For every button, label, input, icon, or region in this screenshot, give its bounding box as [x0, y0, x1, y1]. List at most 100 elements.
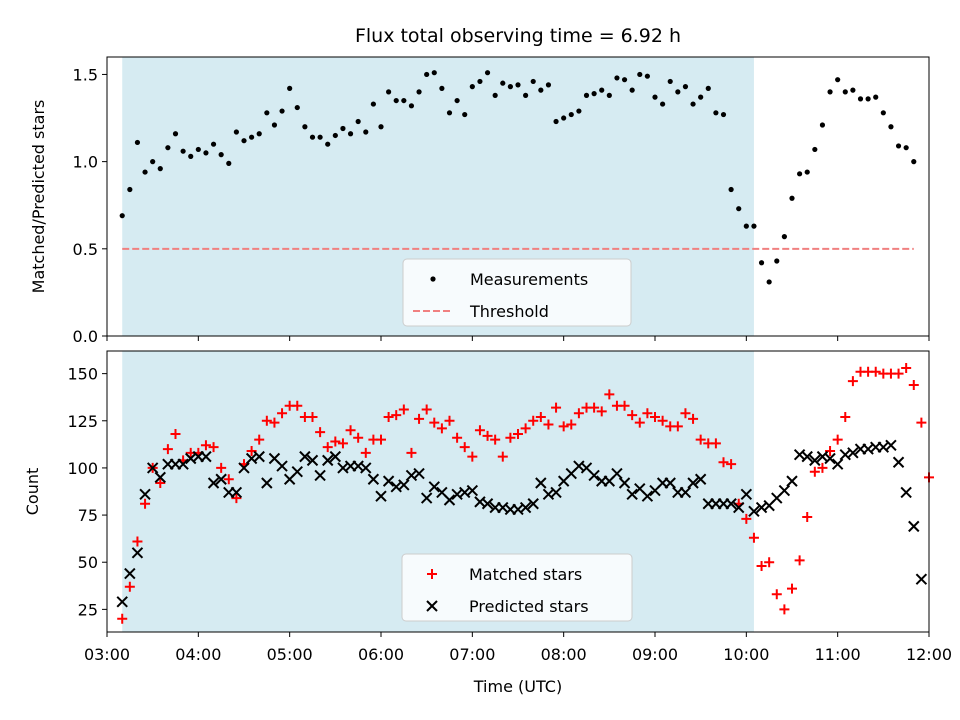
measurement-point — [462, 111, 468, 118]
matched-star-point — [513, 428, 523, 439]
y-tick-label: 0.5 — [73, 240, 98, 259]
matched-star-point — [277, 408, 288, 419]
predicted-star-point — [367, 473, 380, 485]
measurement-point — [332, 132, 338, 139]
legend-label: Measurements — [470, 270, 588, 289]
measurement-point — [309, 134, 316, 140]
measurement-point — [492, 92, 498, 98]
y-tick-label: 150 — [67, 365, 98, 384]
measurement-point — [561, 115, 567, 121]
predicted-star-point — [253, 450, 265, 463]
series-measurements — [119, 70, 917, 285]
series-predicted-stars — [116, 439, 928, 608]
matched-star-point — [596, 406, 607, 417]
matched-star-point — [847, 376, 858, 387]
matched-star-point — [832, 434, 843, 445]
predicted-star-point — [885, 439, 897, 452]
measurement-point — [903, 145, 909, 151]
matched-star-point — [398, 404, 409, 415]
predicted-star-point — [641, 490, 654, 502]
matched-star-point — [619, 400, 630, 411]
legend-box — [401, 553, 633, 622]
measurement-point — [568, 111, 574, 118]
matched-star-point — [208, 442, 219, 453]
measurement-point — [401, 97, 407, 104]
predicted-star-point — [786, 475, 798, 487]
matched-star-point — [170, 428, 181, 439]
measurement-point — [751, 223, 757, 229]
matched-star-point — [893, 368, 904, 379]
bottom-panel: 25 50 75 100 125 150 03:00 04:00 05:00 06:00 07:00… — [23, 350, 952, 696]
measurement-point — [781, 234, 787, 240]
predicted-star-point — [177, 458, 189, 470]
predicted-star-point — [618, 477, 631, 489]
measurement-point — [226, 160, 232, 166]
measurement-point — [370, 101, 376, 107]
measurement-point — [599, 87, 605, 93]
measurement-point — [210, 141, 217, 147]
matched-star-point — [817, 462, 828, 473]
measurement-point — [477, 78, 483, 85]
predicted-star-point — [801, 450, 813, 463]
legend-marker-plus — [427, 569, 437, 579]
matched-star-point — [429, 417, 440, 428]
y-tick-label: 75 — [78, 506, 98, 525]
measurement-point — [576, 108, 582, 114]
measurement-point — [142, 169, 148, 175]
predicted-star-point — [908, 520, 920, 533]
matched-star-point — [642, 408, 653, 419]
matched-star-point — [261, 415, 272, 426]
x-tick-label: 11:00 — [815, 645, 861, 664]
predicted-star-point — [809, 454, 821, 467]
matched-star-point — [627, 410, 638, 421]
matched-star-point — [566, 419, 577, 430]
matched-star-point — [535, 412, 546, 423]
matched-star-point — [695, 434, 706, 445]
matched-star-point — [315, 427, 326, 438]
legend: Matched stars Predicted stars — [401, 553, 633, 622]
measurement-point — [507, 84, 513, 90]
measurement-point — [675, 89, 681, 95]
predicted-star-point — [382, 475, 395, 487]
predicted-star-point — [215, 473, 227, 485]
predicted-star-point — [687, 477, 699, 489]
predicted-star-point — [664, 477, 676, 489]
matched-star-point — [345, 425, 356, 436]
matched-star-point — [383, 412, 394, 423]
matched-star-point — [444, 415, 455, 426]
x-tick-label: 04:00 — [175, 645, 221, 664]
predicted-star-point — [611, 467, 623, 480]
measurement-point — [287, 85, 293, 91]
predicted-star-point — [131, 547, 144, 559]
measurement-point — [888, 124, 894, 130]
legend-label: Matched stars — [469, 565, 582, 584]
predicted-star-point — [892, 456, 905, 468]
predicted-star-point — [146, 462, 159, 474]
y-tick-label: 50 — [78, 553, 98, 572]
measurement-point — [233, 129, 239, 135]
x-tick-label: 08:00 — [541, 645, 587, 664]
matched-star-point — [223, 474, 234, 485]
matched-star-point — [200, 440, 211, 451]
measurement-point — [393, 97, 399, 104]
legend-box — [402, 258, 632, 327]
measurement-point — [530, 78, 536, 85]
y-tick-label: 25 — [78, 600, 98, 619]
measurement-point — [294, 104, 300, 111]
matched-star-point — [421, 404, 432, 415]
predicted-star-point — [329, 450, 342, 463]
predicted-star-point — [694, 473, 707, 485]
predicted-star-point — [847, 447, 859, 459]
legend-marker-dot — [430, 276, 436, 282]
measurement-point — [347, 131, 354, 137]
chart-title: Flux total observing time = 6.92 h — [355, 25, 681, 47]
matched-star-point — [779, 604, 790, 615]
measurement-point — [842, 89, 848, 95]
measurement-point — [439, 85, 445, 91]
predicted-star-point — [443, 494, 456, 506]
measurement-point — [484, 70, 491, 76]
y-tick-label: 125 — [67, 412, 98, 431]
y-axis-label: Count — [23, 468, 42, 516]
x-tick-label: 12:00 — [906, 645, 952, 664]
